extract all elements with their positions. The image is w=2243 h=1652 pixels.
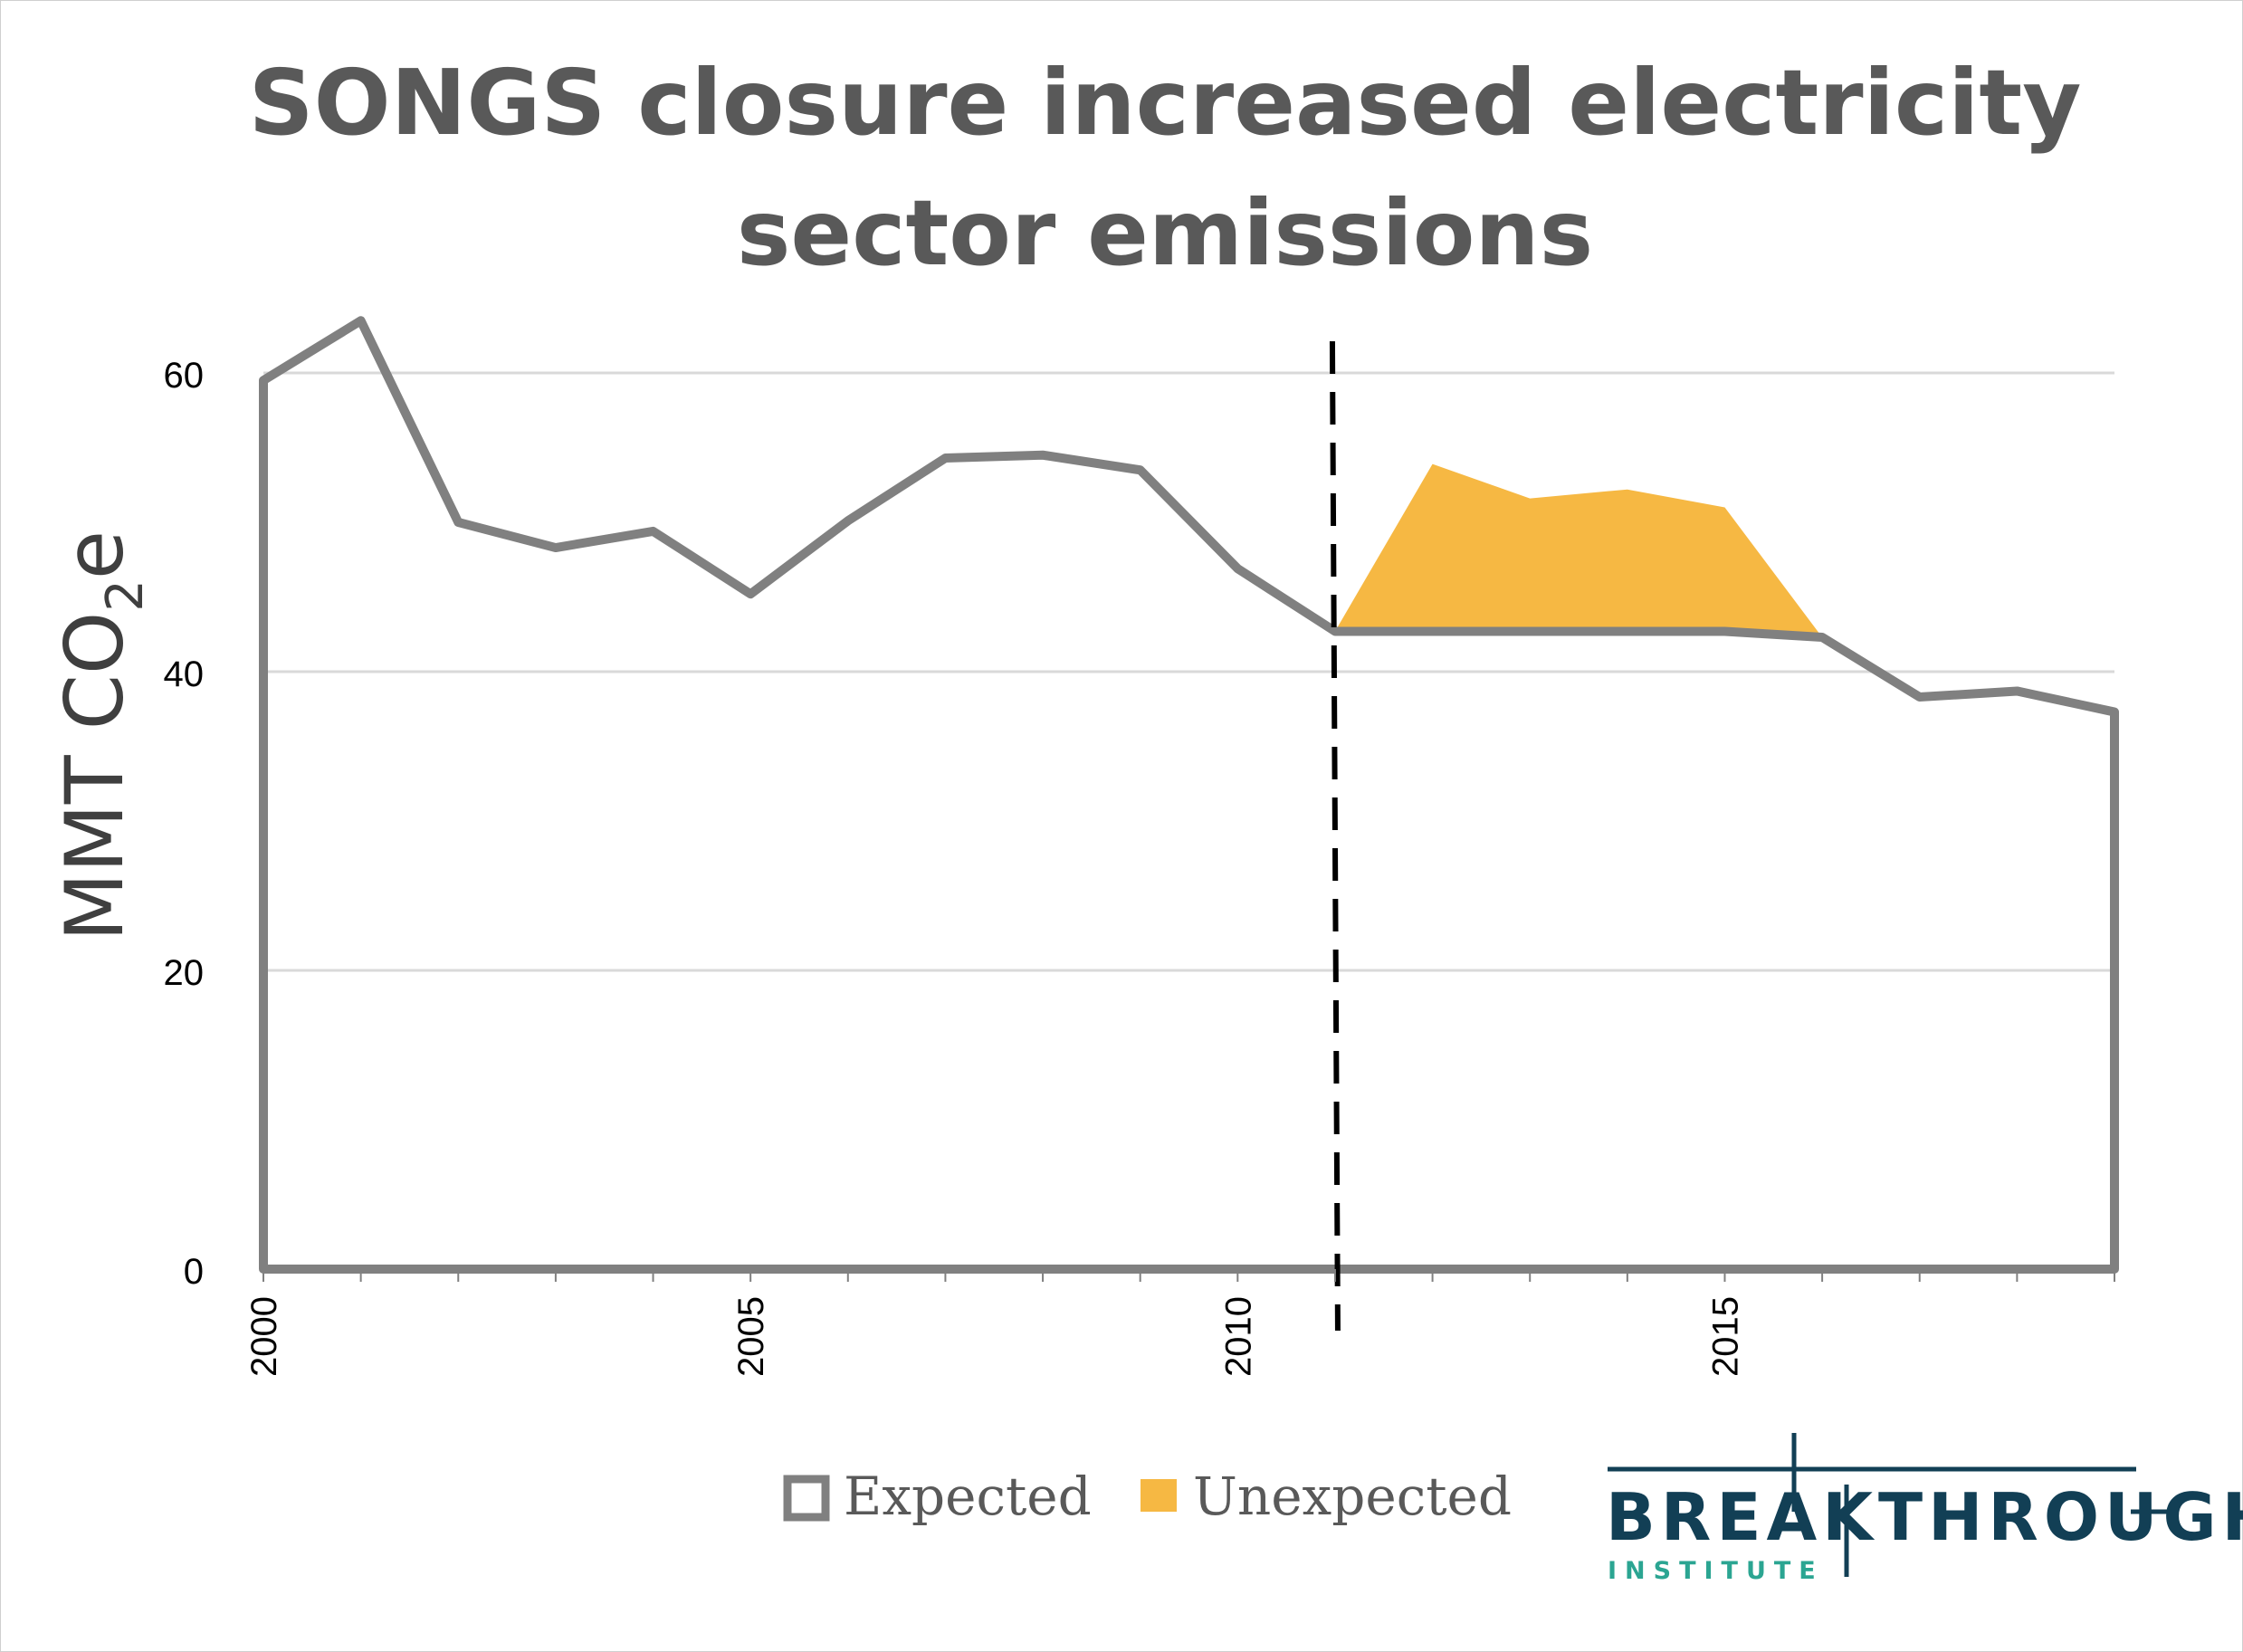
x-tick-label-2015: 2015 bbox=[1705, 1296, 1745, 1377]
legend: Expected Unexpected bbox=[783, 1466, 1512, 1527]
y-tick-label-0: 0 bbox=[184, 1252, 204, 1292]
logo-wordmark: BREAKTHROUGH bbox=[1606, 1479, 2243, 1555]
unexpected-area-layer bbox=[1334, 463, 1823, 638]
axes bbox=[262, 1269, 2115, 1282]
expected-point-2005 bbox=[749, 593, 752, 596]
x-tick-label-2000: 2000 bbox=[244, 1296, 284, 1377]
y-axis-label-end: e bbox=[48, 530, 141, 579]
expected-point-2014 bbox=[1626, 630, 1628, 633]
y-axis-label-subscript: 2 bbox=[96, 579, 155, 612]
breakthrough-logo: BREAKTHROUGH INSTITUTE bbox=[1606, 1433, 2243, 1585]
chart-title-line-2: sector emissions bbox=[737, 180, 1593, 286]
y-axis-label: MMT CO2e bbox=[48, 530, 155, 941]
expected-point-2002 bbox=[457, 521, 460, 523]
y-axis-label-main: MMT CO bbox=[48, 612, 141, 941]
legend-unexpected-label: Unexpected bbox=[1193, 1466, 1512, 1527]
expected-point-2017 bbox=[1918, 696, 1921, 699]
legend-expected-swatch bbox=[783, 1475, 830, 1522]
expected-point-2015 bbox=[1723, 630, 1726, 633]
expected-point-2011 bbox=[1333, 630, 1336, 633]
x-tick-label-2010: 2010 bbox=[1218, 1296, 1258, 1377]
y-tick-labels: 0 20 40 60 bbox=[164, 356, 205, 1292]
unexpected-area bbox=[1334, 463, 1823, 638]
expected-series-outline bbox=[259, 316, 2119, 1274]
expected-point-2019 bbox=[2114, 711, 2115, 713]
chart-title-line-1: SONGS closure increased electricity bbox=[249, 50, 2082, 156]
expected-point-2008 bbox=[1042, 454, 1045, 456]
expected-point-2012 bbox=[1431, 630, 1434, 633]
y-tick-label-20: 20 bbox=[164, 953, 205, 993]
logo-subtitle: INSTITUTE bbox=[1608, 1557, 1824, 1585]
closure-dashed-line bbox=[1329, 340, 1341, 1332]
expected-series-layer bbox=[259, 316, 2119, 1274]
expected-point-2018 bbox=[2016, 690, 2019, 692]
legend-expected-label: Expected bbox=[844, 1466, 1092, 1527]
x-tick-label-2005: 2005 bbox=[731, 1296, 771, 1377]
y-tick-label-60: 60 bbox=[164, 356, 205, 396]
expected-point-2010 bbox=[1236, 568, 1239, 570]
expected-point-2000 bbox=[262, 379, 264, 382]
expected-point-2009 bbox=[1139, 469, 1141, 472]
expected-point-2004 bbox=[652, 530, 654, 532]
expected-point-2006 bbox=[846, 520, 849, 522]
gridlines bbox=[263, 371, 2114, 972]
expected-point-2001 bbox=[359, 320, 362, 322]
x-tick-labels: 2000 2005 2010 2015 bbox=[244, 1296, 1745, 1377]
closure-marker-layer bbox=[1329, 340, 1341, 1332]
y-tick-label-40: 40 bbox=[164, 654, 205, 694]
expected-point-2013 bbox=[1529, 630, 1532, 633]
expected-point-2003 bbox=[554, 547, 557, 549]
legend-unexpected-swatch bbox=[1141, 1479, 1177, 1512]
expected-point-2007 bbox=[944, 457, 947, 460]
expected-point-2016 bbox=[1821, 636, 1824, 639]
